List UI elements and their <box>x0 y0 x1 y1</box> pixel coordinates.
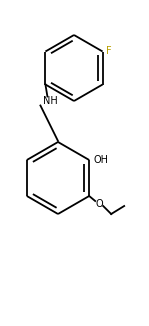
Text: F: F <box>106 46 111 55</box>
Text: OH: OH <box>93 155 108 165</box>
Text: NH: NH <box>43 96 58 106</box>
Text: O: O <box>95 199 103 209</box>
